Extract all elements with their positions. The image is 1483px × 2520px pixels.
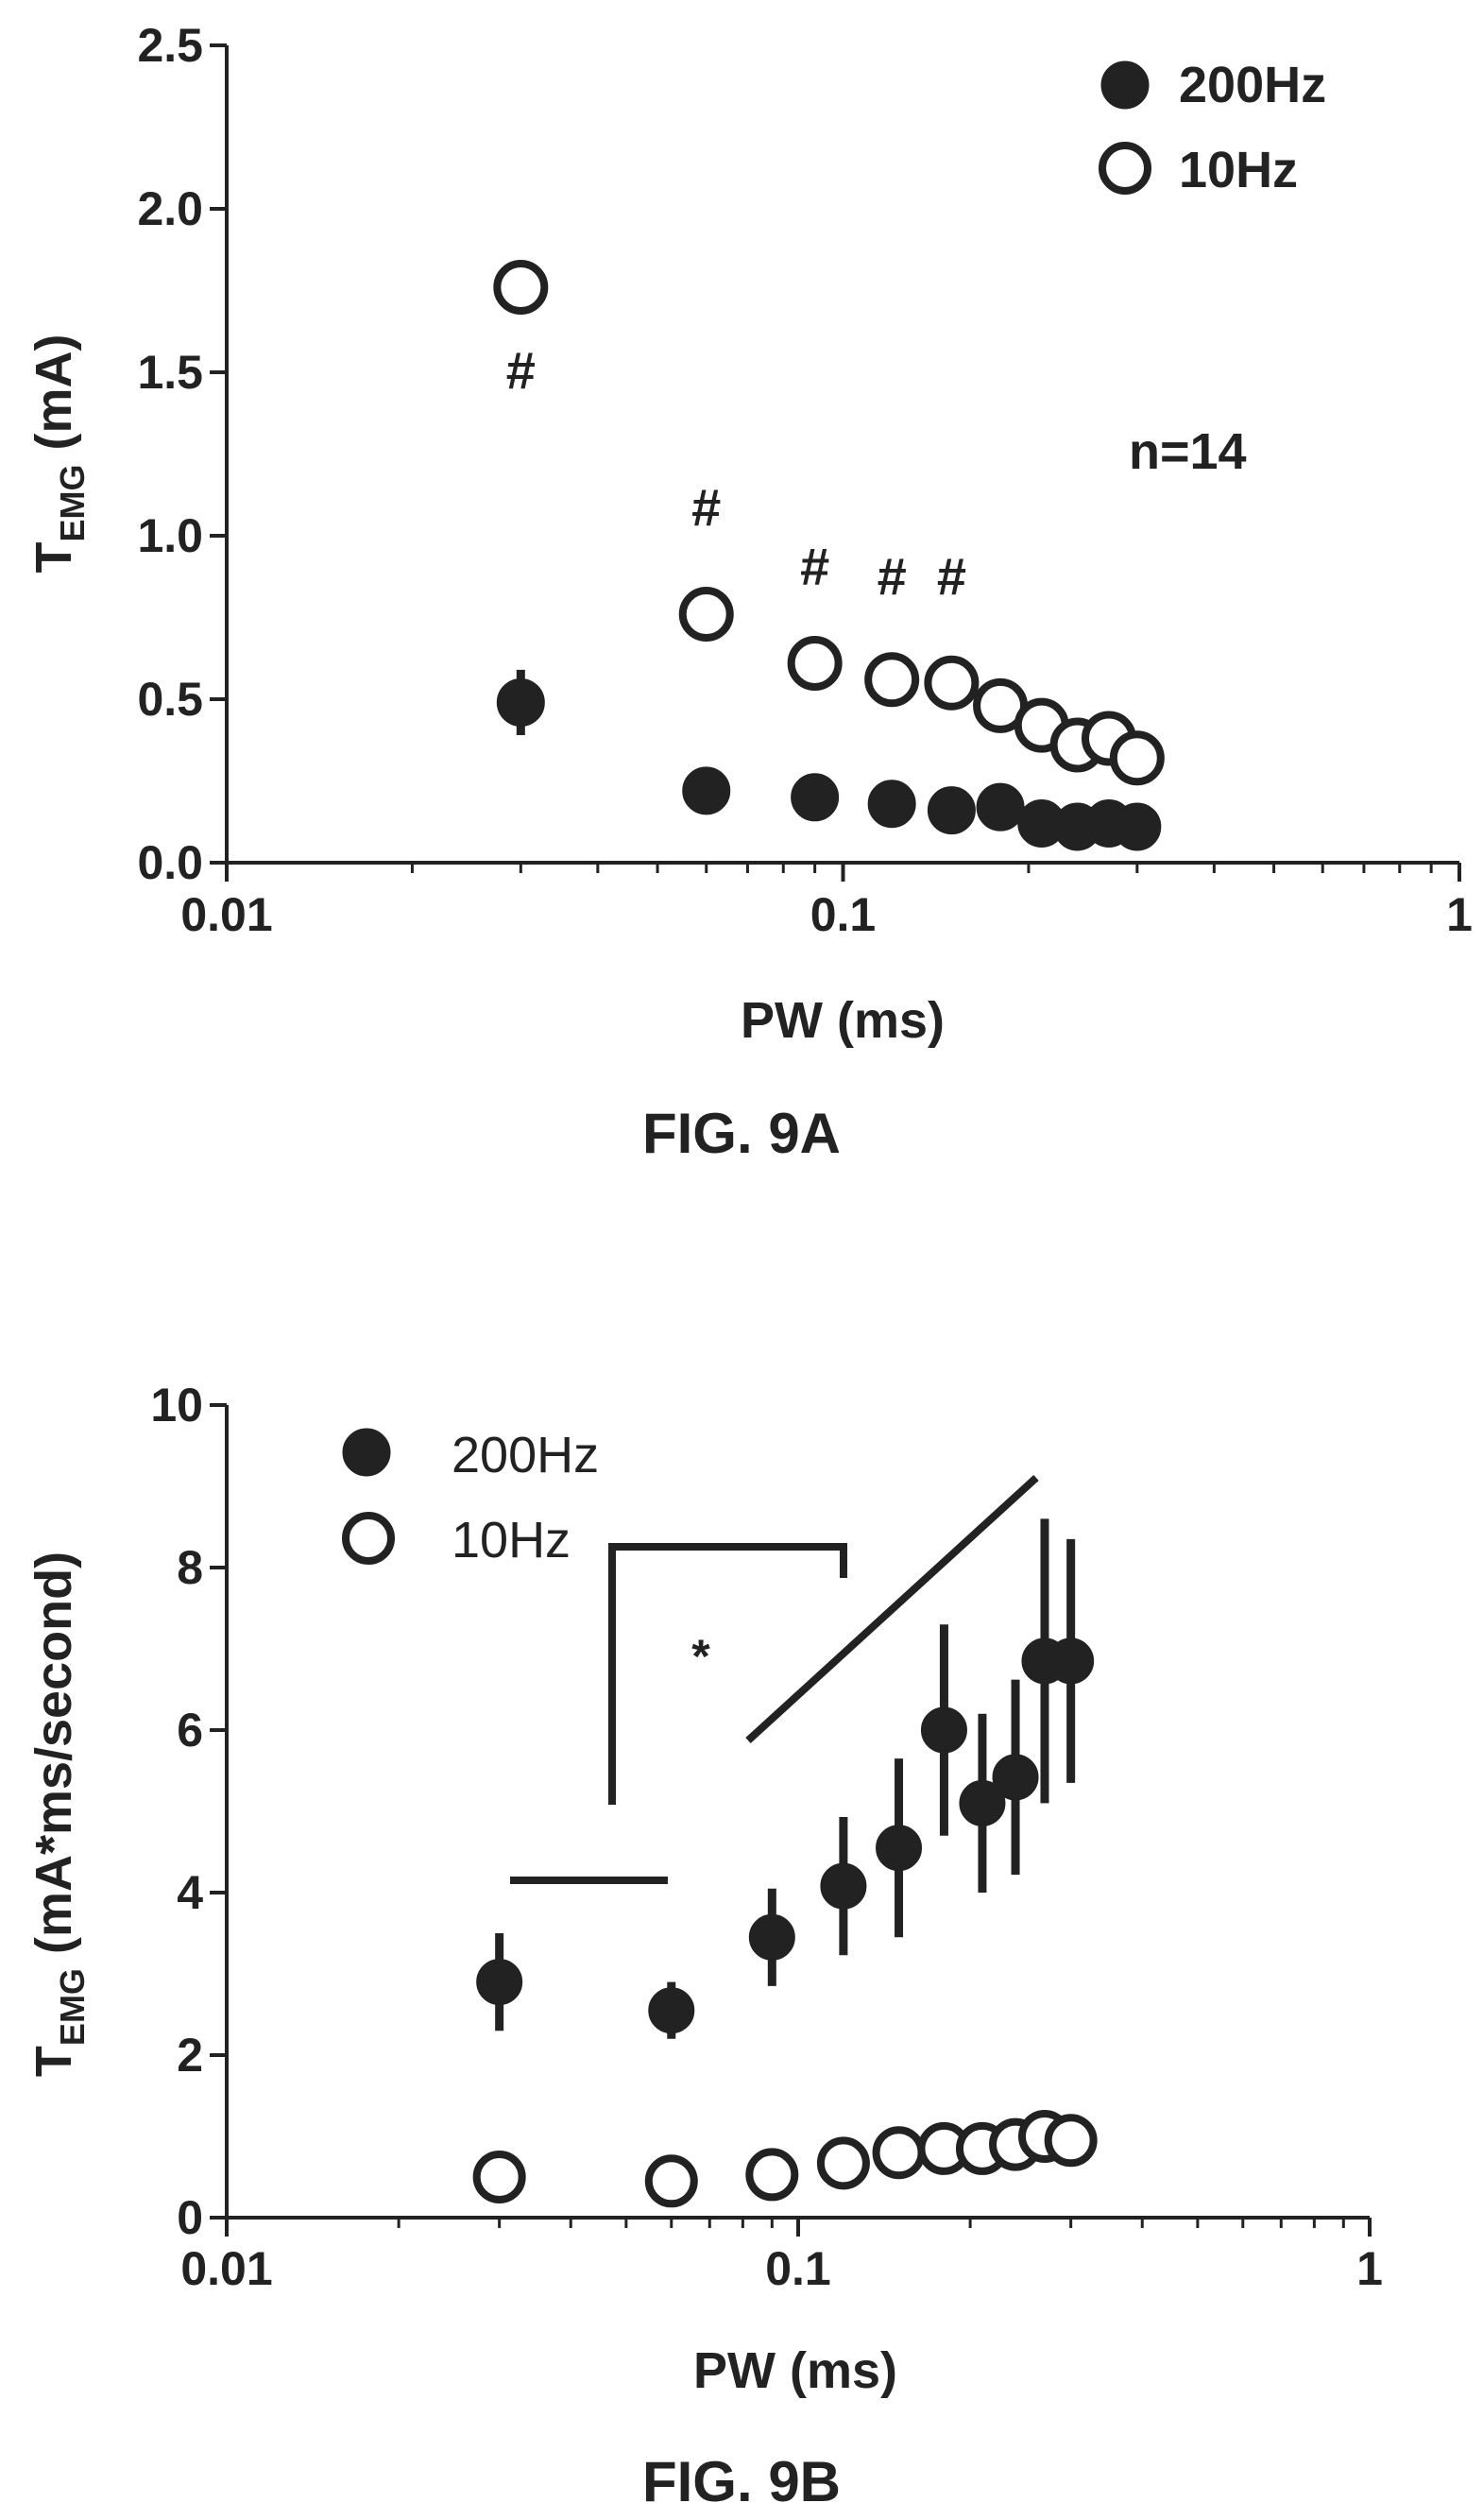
chart-9a-200hz-point (1113, 802, 1162, 851)
chart-9b-200hz-point (820, 1862, 867, 1910)
legend-200hz-label: 200Hz (1179, 57, 1326, 113)
chart-9a-points (493, 260, 1165, 851)
chart-9a-significance: # # # # # (506, 340, 966, 606)
legend-200hz-marker-icon (342, 1428, 391, 1477)
chart-9a-200hz-point (867, 780, 916, 829)
chart-9b-200hz-point (476, 1959, 523, 2006)
chart-9a-200hz-point (927, 786, 976, 835)
chart-9a-x-axis-title: PW (ms) (741, 992, 945, 1049)
chart-9b-x-tick-label: 0.1 (765, 2242, 831, 2295)
chart-9a-y-tick-label: 2.5 (137, 19, 203, 72)
chart-9b-200hz-point (992, 1754, 1039, 1801)
chart-9b-200hz-point (876, 1825, 923, 1872)
chart-9a-hash-marker: # (800, 537, 829, 596)
chart-9a-10hz-point (864, 652, 920, 708)
legend-10hz-marker-icon (1099, 142, 1151, 195)
chart-9b-x-axis-title: PW (ms) (693, 2342, 897, 2399)
chart-9a-y-tick-label: 2.0 (137, 182, 203, 235)
chart-9b-y-tick-label: 2 (177, 2029, 203, 2082)
chart-9a-y-title-main: T (26, 542, 82, 574)
chart-9b-200hz-point (920, 1706, 967, 1754)
chart-9b-high-pw-trend-line (745, 1475, 1039, 1743)
chart-9a-x-tick-label: 1 (1446, 888, 1473, 941)
chart-9b-ticks: 0 2 4 6 8 10 0.01 0.1 1 (150, 1379, 1383, 2295)
chart-9a-200hz-point (976, 782, 1025, 831)
chart-9b: 0 2 4 6 8 10 0.01 0.1 1 * PW (ms) TEMG (mA*ms/se… (26, 1379, 1383, 2513)
chart-9b-10hz-point (816, 2136, 870, 2190)
chart-9b-y-title-sub: EMG (53, 1968, 92, 2046)
chart-9b-10hz-point (644, 2154, 698, 2208)
chart-9b-points (472, 1518, 1098, 2208)
chart-9a-200hz-point (496, 677, 545, 727)
legend-10hz-label: 10Hz (1179, 142, 1298, 198)
chart-9a-y-tick-label: 0.0 (137, 836, 203, 889)
chart-9a-10hz-point (787, 635, 843, 691)
chart-9b-significance-bracket (608, 1543, 847, 1805)
chart-9a-x-tick-label: 0.1 (810, 888, 877, 941)
chart-9a-y-axis-title: TEMG (mA) (26, 334, 92, 574)
chart-9a-ticks: 0.0 0.5 1.0 1.5 2.0 2.5 0.01 0.1 1 (137, 19, 1472, 941)
chart-9b-y-tick-label: 10 (150, 1379, 203, 1431)
chart-9b-x-tick-label: 1 (1356, 2242, 1383, 2295)
chart-9b-significance-asterisk: * (691, 1630, 710, 1683)
chart-9a-hash-marker: # (937, 546, 966, 606)
chart-9a-hash-marker: # (878, 546, 907, 606)
chart-9b-y-tick-label: 4 (177, 1866, 203, 1919)
chart-9a-10hz-point (1109, 730, 1165, 786)
chart-9a-10hz-point (493, 260, 549, 316)
chart-9a-legend: 200Hz 10Hz (1099, 57, 1326, 198)
chart-9a-y-tick-label: 1.5 (137, 346, 203, 399)
chart-9b-10hz-point (472, 2151, 526, 2203)
chart-9b-legend: 200Hz 10Hz (342, 1427, 599, 1569)
chart-9b-200hz-point (648, 1987, 695, 2034)
legend-200hz-label: 200Hz (452, 1427, 599, 1483)
chart-9a-200hz-point (682, 766, 731, 815)
chart-9b-y-title-rest: (mA*ms/second) (26, 1551, 82, 1968)
chart-9b-10hz-point (745, 2148, 799, 2202)
chart-9b-y-title-main: T (26, 2046, 82, 2077)
chart-9b-200hz-point (1048, 1637, 1095, 1685)
chart-9b-x-tick-label: 0.01 (180, 2242, 272, 2295)
chart-9a-n-annotation: n=14 (1129, 423, 1247, 480)
chart-9b-y-tick-label: 8 (177, 1541, 203, 1594)
chart-9a-y-title-sub: EMG (53, 464, 92, 541)
legend-10hz-marker-icon (342, 1512, 395, 1565)
chart-9b-axes (225, 1405, 1370, 2220)
chart-9a-200hz-point (791, 773, 840, 822)
chart-9a-y-tick-label: 1.0 (137, 509, 203, 562)
chart-9b-y-tick-label: 0 (177, 2191, 203, 2244)
chart-9a-y-tick-label: 0.5 (137, 673, 203, 726)
chart-9a: 0.0 0.5 1.0 1.5 2.0 2.5 0.01 0.1 1 # # # # # PW (ms)… (26, 19, 1473, 1165)
chart-9a-hash-marker: # (506, 340, 536, 400)
chart-9a-hash-marker: # (691, 478, 721, 538)
chart-9b-200hz-point (748, 1913, 795, 1961)
chart-9b-significance: * (510, 1475, 1039, 1884)
legend-200hz-marker-icon (1100, 60, 1150, 110)
chart-9b-y-tick-label: 6 (177, 1704, 203, 1757)
chart-9b-y-axis-title: TEMG (mA*ms/second) (26, 1551, 92, 2077)
chart-9b-10hz-point (872, 2126, 926, 2180)
legend-10hz-label: 10Hz (452, 1512, 571, 1569)
chart-9b-10hz-point (1044, 2114, 1098, 2168)
chart-9b-200hz-point (959, 1779, 1006, 1826)
chart-9a-10hz-point (924, 655, 980, 711)
chart-9a-x-tick-label: 0.01 (180, 888, 272, 941)
chart-9a-10hz-point (678, 587, 734, 643)
fig-9a-caption: FIG. 9A (642, 1102, 841, 1165)
chart-9a-y-title-rest: (mA) (26, 334, 82, 465)
fig-9b-caption: FIG. 9B (642, 2450, 841, 2513)
